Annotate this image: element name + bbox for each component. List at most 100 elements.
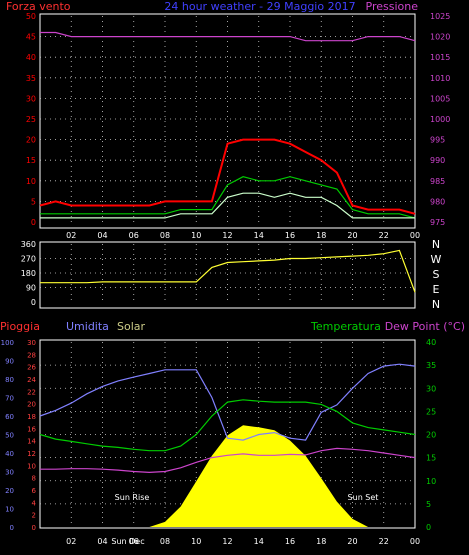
solar-area: [40, 425, 415, 527]
wind-x-tick-label: 18: [316, 231, 326, 240]
wind-tick-label: 5: [31, 197, 36, 206]
wind-x-tick-label: 08: [160, 231, 170, 240]
climate-x-tick-label: 00: [410, 537, 420, 546]
wind-x-tick-label: 02: [66, 231, 76, 240]
solar-legend-label: Solar: [117, 320, 146, 333]
wind-tick-label: 0: [31, 218, 36, 227]
compass-label: S: [433, 268, 440, 281]
humidity-tick-label: 10: [5, 506, 14, 514]
rain-tick-label: 2: [32, 512, 36, 520]
rain-tick-label: 14: [27, 438, 36, 446]
humidity-tick-label: 20: [5, 487, 14, 495]
humidity-tick-label: 80: [5, 376, 14, 384]
rain-tick-label: 26: [27, 364, 36, 372]
tick-labels: 0510152025303540455097598098599099510001…: [1, 12, 451, 546]
pressure-tick-label: 995: [430, 136, 445, 145]
wind-tick-label: 50: [26, 12, 36, 21]
rain-legend-label: Pioggia: [0, 320, 40, 333]
rain-tick-label: 22: [27, 388, 36, 396]
climate-x-tick-label: 14: [254, 537, 264, 546]
temperature-tick-label: 30: [426, 384, 436, 393]
climate-x-tick-label: 20: [347, 537, 357, 546]
chart-title: 24 hour weather - 29 Maggio 2017: [164, 0, 355, 13]
wind-tick-label: 45: [26, 33, 36, 42]
wind-gust-line: [39, 138, 416, 215]
wind-x-tick-label: 16: [285, 231, 295, 240]
temperature-line: [39, 399, 416, 452]
grid: [40, 16, 415, 527]
rain-tick-label: 24: [27, 376, 36, 384]
humidity-tick-label: 90: [5, 358, 14, 366]
pressure-tick-label: 1025: [430, 12, 450, 21]
temperature-tick-label: 15: [426, 454, 436, 463]
humidity-tick-label: 100: [1, 339, 14, 347]
direction-tick-label: 180: [21, 269, 36, 278]
humidity-legend-label: Umidita: [66, 320, 109, 333]
pressure-line: [40, 31, 416, 42]
temperature-tick-label: 20: [426, 431, 436, 440]
rain-tick-label: 10: [27, 462, 36, 470]
climate-x-tick-label: 04: [97, 537, 107, 546]
wind-speed-line: [40, 192, 415, 219]
humidity-tick-label: 0: [10, 524, 14, 532]
pressure-axis-title: Pressione: [366, 0, 419, 13]
wind-x-tick-label: 00: [410, 231, 420, 240]
wind-direction-line: [40, 249, 416, 293]
wind-speed-axis-title: Forza vento: [6, 0, 71, 13]
chart-marks: [39, 31, 416, 527]
climate-x-tick-label: 16: [285, 537, 295, 546]
rain-tick-label: 28: [27, 351, 36, 359]
humidity-tick-label: 70: [5, 395, 14, 403]
wind-tick-label: 30: [26, 94, 36, 103]
wind-x-tick-label: 04: [97, 231, 107, 240]
temperature-tick-label: 25: [426, 407, 436, 416]
pressure-tick-label: 1015: [430, 53, 450, 62]
climate-x-tick-label: 06: [129, 537, 139, 546]
wind-tick-label: 25: [26, 115, 36, 124]
wind-average-line: [40, 176, 416, 219]
rain-tick-label: 6: [32, 487, 37, 495]
rain-tick-label: 12: [27, 450, 36, 458]
temperature-legend-label: Temperatura: [310, 320, 381, 333]
pressure-tick-label: 1005: [430, 94, 450, 103]
wind-tick-label: 20: [26, 136, 36, 145]
dew-point-legend-label: Dew Point (°C): [385, 320, 465, 333]
wind-panel-frame: [39, 13, 416, 229]
sun-set-annotation: Sun Set: [348, 493, 379, 502]
climate-x-tick-label: 12: [222, 537, 232, 546]
wind-x-tick-label: 22: [379, 231, 389, 240]
wind-tick-label: 40: [26, 53, 36, 62]
compass-label: N: [432, 238, 440, 251]
pressure-tick-label: 975: [430, 218, 445, 227]
wind-x-tick-label: 14: [254, 231, 264, 240]
compass-label: N: [432, 298, 440, 311]
humidity-tick-label: 30: [5, 469, 14, 477]
temperature-tick-label: 35: [426, 361, 436, 370]
temperature-tick-label: 10: [426, 477, 436, 486]
humidity-tick-label: 50: [5, 432, 14, 440]
direction-tick-label: 90: [26, 284, 36, 293]
wind-x-tick-label: 20: [347, 231, 357, 240]
dew-point-line: [40, 447, 416, 474]
humidity-tick-label: 40: [5, 450, 14, 458]
rain-tick-label: 30: [27, 339, 36, 347]
pressure-tick-label: 980: [430, 197, 445, 206]
wind-x-tick-label: 06: [129, 231, 139, 240]
wind-tick-label: 35: [26, 74, 36, 83]
climate-x-tick-label: 02: [66, 537, 76, 546]
direction-tick-label: 360: [21, 240, 36, 249]
humidity-line: [39, 363, 416, 441]
climate-x-tick-label: 18: [316, 537, 326, 546]
direction-tick-label: 0: [31, 298, 36, 307]
direction-panel-frame: [39, 241, 416, 309]
climate-x-tick-label: 22: [379, 537, 389, 546]
direction-tick-label: 270: [21, 255, 36, 264]
climate-x-tick-label: 08: [160, 537, 170, 546]
pressure-tick-label: 990: [430, 156, 445, 165]
pressure-tick-label: 1000: [430, 115, 450, 124]
rain-tick-label: 18: [27, 413, 36, 421]
pressure-tick-label: 985: [430, 177, 445, 186]
pressure-tick-label: 1010: [430, 74, 450, 83]
sun-rise-annotation: Sun Rise: [115, 493, 150, 502]
